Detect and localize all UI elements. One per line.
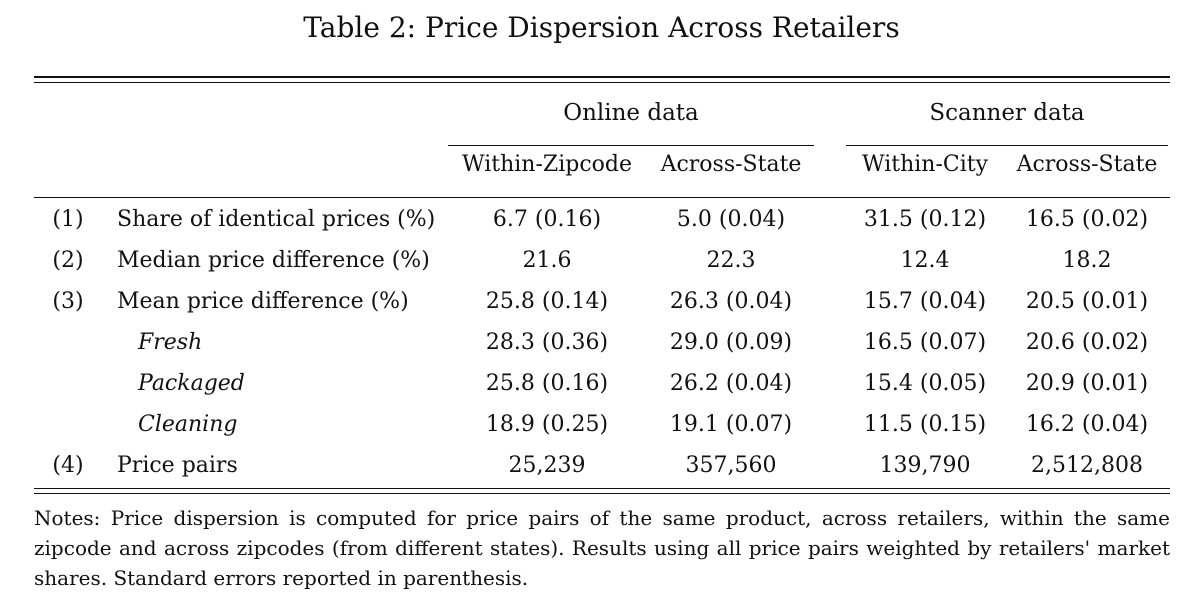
row-number: (3) [52, 289, 84, 314]
row-label: Mean price difference (%) [117, 289, 409, 314]
cell-scanner-within-city: 12.4 [900, 248, 950, 273]
column-header-online-across-state: Across-State [660, 152, 802, 177]
table-row: (4) Price pairs 25,239 357,560 139,790 2… [0, 445, 1203, 486]
row-number: (4) [52, 453, 84, 478]
cell-scanner-across-state: 16.5 (0.02) [1025, 207, 1149, 232]
column-header-scanner-within-city: Within-City [861, 152, 989, 177]
cell-scanner-within-city: 139,790 [879, 453, 971, 478]
cell-scanner-within-city: 31.5 (0.12) [863, 207, 987, 232]
table-row: Packaged 25.8 (0.16) 26.2 (0.04) 15.4 (0… [0, 363, 1203, 404]
cell-online-across-state: 29.0 (0.09) [669, 330, 793, 355]
cell-scanner-across-state: 20.5 (0.01) [1025, 289, 1149, 314]
header-rule [34, 197, 1170, 198]
bottom-rule [34, 488, 1170, 489]
group-underline-online [448, 145, 814, 146]
cell-scanner-across-state: 16.2 (0.04) [1025, 412, 1149, 437]
column-header-scanner-across-state: Across-State [1016, 152, 1158, 177]
table-notes: Notes: Price dispersion is computed for … [34, 506, 1170, 590]
group-header-scanner: Scanner data [929, 100, 1085, 126]
cell-online-across-state: 19.1 (0.07) [669, 412, 793, 437]
top-rule-second [34, 82, 1170, 83]
cell-online-across-state: 22.3 [706, 248, 756, 273]
row-number: (1) [52, 207, 84, 232]
cell-scanner-within-city: 15.4 (0.05) [863, 371, 987, 396]
cell-scanner-within-city: 11.5 (0.15) [863, 412, 987, 437]
cell-online-within-zipcode: 6.7 (0.16) [492, 207, 602, 232]
group-underline-scanner [846, 145, 1168, 146]
cell-online-across-state: 5.0 (0.04) [676, 207, 786, 232]
cell-scanner-across-state: 18.2 [1062, 248, 1112, 273]
table-row: Fresh 28.3 (0.36) 29.0 (0.09) 16.5 (0.07… [0, 322, 1203, 363]
cell-online-within-zipcode: 21.6 [522, 248, 572, 273]
table-row: (1) Share of identical prices (%) 6.7 (0… [0, 199, 1203, 240]
row-sublabel: Packaged [138, 371, 245, 396]
cell-online-across-state: 26.2 (0.04) [669, 371, 793, 396]
cell-online-within-zipcode: 28.3 (0.36) [485, 330, 609, 355]
row-label: Price pairs [117, 453, 238, 478]
row-sublabel: Cleaning [138, 412, 238, 437]
table-row: Cleaning 18.9 (0.25) 19.1 (0.07) 11.5 (0… [0, 404, 1203, 445]
cell-online-across-state: 26.3 (0.04) [669, 289, 793, 314]
table-title: Table 2: Price Dispersion Across Retaile… [303, 11, 900, 44]
row-number: (2) [52, 248, 84, 273]
cell-online-within-zipcode: 18.9 (0.25) [485, 412, 609, 437]
row-sublabel: Fresh [138, 330, 203, 355]
cell-scanner-within-city: 16.5 (0.07) [863, 330, 987, 355]
cell-scanner-within-city: 15.7 (0.04) [863, 289, 987, 314]
table-row: (3) Mean price difference (%) 25.8 (0.14… [0, 281, 1203, 322]
top-rule [34, 76, 1170, 78]
group-header-online: Online data [563, 100, 699, 126]
row-label: Median price difference (%) [117, 248, 430, 273]
cell-scanner-across-state: 20.9 (0.01) [1025, 371, 1149, 396]
bottom-rule-second [34, 493, 1170, 494]
column-header-online-within-zipcode: Within-Zipcode [462, 152, 632, 177]
row-label: Share of identical prices (%) [117, 207, 436, 232]
cell-scanner-across-state: 2,512,808 [1031, 453, 1143, 478]
cell-online-within-zipcode: 25.8 (0.16) [485, 371, 609, 396]
cell-online-within-zipcode: 25.8 (0.14) [485, 289, 609, 314]
table-row: (2) Median price difference (%) 21.6 22.… [0, 240, 1203, 281]
cell-online-across-state: 357,560 [685, 453, 777, 478]
cell-online-within-zipcode: 25,239 [508, 453, 586, 478]
cell-scanner-across-state: 20.6 (0.02) [1025, 330, 1149, 355]
